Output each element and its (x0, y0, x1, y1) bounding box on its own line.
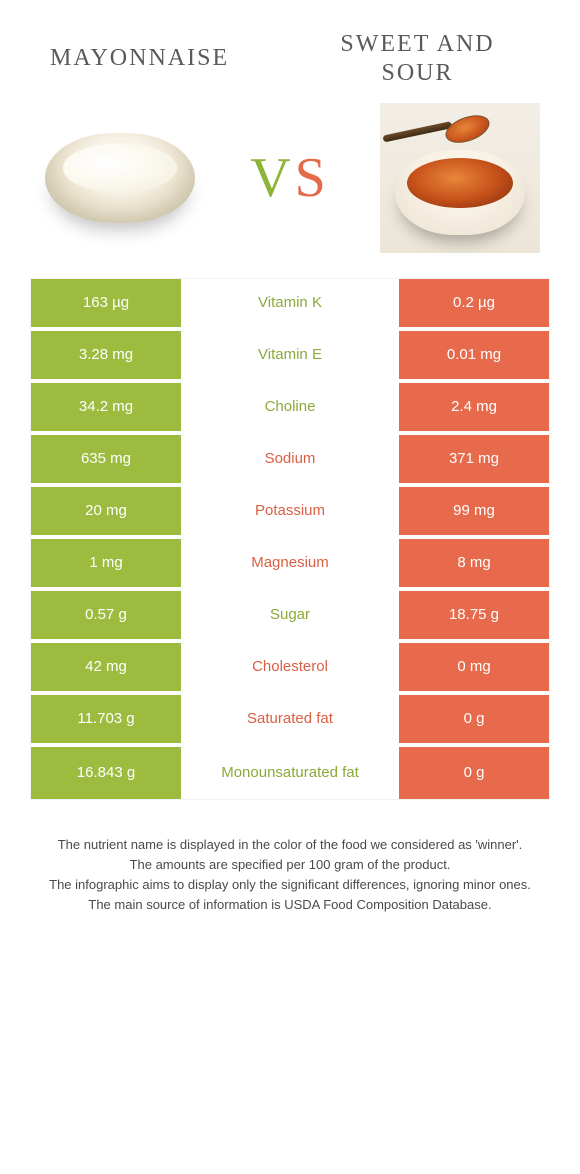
footnotes: The nutrient name is displayed in the co… (0, 825, 580, 966)
table-row: 635 mgSodium371 mg (31, 435, 549, 487)
value-right: 0 g (399, 695, 549, 743)
table-row: 42 mgCholesterol0 mg (31, 643, 549, 695)
nutrient-label: Sodium (181, 435, 399, 483)
value-left: 0.57 g (31, 591, 181, 639)
image-right (375, 103, 545, 253)
sweet-sour-image (380, 103, 540, 253)
title-row: MAYONNAISE SWEET AND SOUR (0, 0, 580, 103)
table-row: 0.57 gSugar18.75 g (31, 591, 549, 643)
value-left: 34.2 mg (31, 383, 181, 431)
table-row: 1 mgMagnesium8 mg (31, 539, 549, 591)
mayonnaise-bowl-icon (45, 133, 195, 223)
value-left: 3.28 mg (31, 331, 181, 379)
table-row: 3.28 mgVitamin E0.01 mg (31, 331, 549, 383)
value-left: 16.843 g (31, 747, 181, 799)
value-right: 8 mg (399, 539, 549, 587)
sweet-sour-bowl-icon (395, 150, 525, 235)
footnote-line: The main source of information is USDA F… (40, 895, 540, 915)
nutrient-label: Saturated fat (181, 695, 399, 743)
nutrient-label: Potassium (181, 487, 399, 535)
image-left (35, 103, 205, 253)
nutrient-label: Magnesium (181, 539, 399, 587)
footnote-line: The infographic aims to display only the… (40, 875, 540, 895)
value-left: 1 mg (31, 539, 181, 587)
table-row: 16.843 gMonounsaturated fat0 g (31, 747, 549, 799)
table-row: 34.2 mgCholine2.4 mg (31, 383, 549, 435)
nutrient-label: Vitamin K (181, 279, 399, 327)
nutrient-label: Sugar (181, 591, 399, 639)
value-right: 0 g (399, 747, 549, 799)
value-right: 0.2 µg (399, 279, 549, 327)
value-right: 2.4 mg (399, 383, 549, 431)
nutrient-label: Monounsaturated fat (181, 747, 399, 799)
value-right: 0.01 mg (399, 331, 549, 379)
value-left: 11.703 g (31, 695, 181, 743)
nutrient-label: Vitamin E (181, 331, 399, 379)
footnote-line: The amounts are specified per 100 gram o… (40, 855, 540, 875)
title-right-line1: SWEET AND (340, 31, 494, 57)
value-left: 20 mg (31, 487, 181, 535)
table-row: 11.703 gSaturated fat0 g (31, 695, 549, 747)
value-right: 0 mg (399, 643, 549, 691)
vs-v: V (250, 147, 294, 209)
images-row: VS (0, 103, 580, 278)
table-row: 163 µgVitamin K0.2 µg (31, 279, 549, 331)
title-right: SWEET AND SOUR (295, 30, 540, 88)
nutrient-table: 163 µgVitamin K0.2 µg3.28 mgVitamin E0.0… (30, 278, 550, 800)
vs-s: S (295, 147, 330, 209)
value-left: 163 µg (31, 279, 181, 327)
value-left: 42 mg (31, 643, 181, 691)
title-right-line2: SOUR (381, 60, 453, 86)
nutrient-label: Cholesterol (181, 643, 399, 691)
value-right: 18.75 g (399, 591, 549, 639)
title-left: MAYONNAISE (40, 45, 295, 72)
value-right: 99 mg (399, 487, 549, 535)
value-left: 635 mg (31, 435, 181, 483)
nutrient-label: Choline (181, 383, 399, 431)
table-row: 20 mgPotassium99 mg (31, 487, 549, 539)
value-right: 371 mg (399, 435, 549, 483)
footnote-line: The nutrient name is displayed in the co… (40, 835, 540, 855)
vs-label: VS (250, 146, 330, 210)
